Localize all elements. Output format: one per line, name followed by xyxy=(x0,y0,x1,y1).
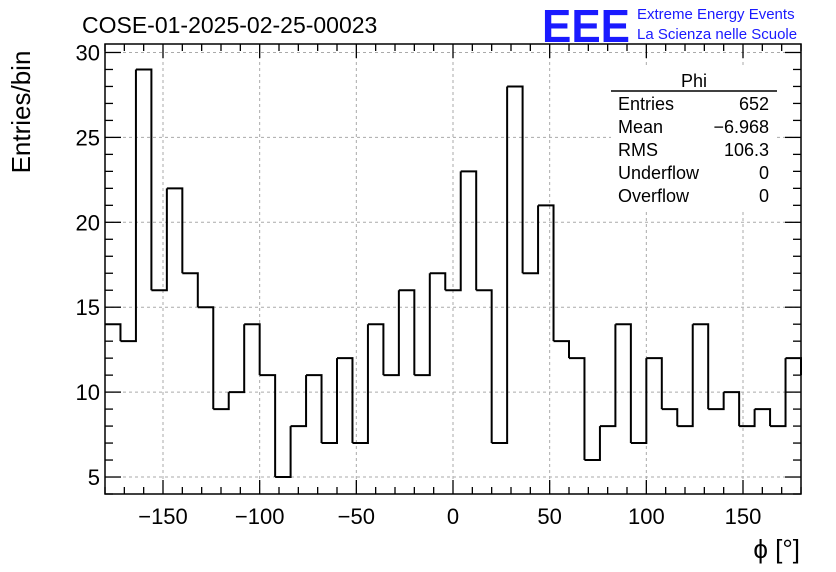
logo-line-2: La Scienza nelle Scuole xyxy=(637,26,797,43)
histogram-bin xyxy=(306,374,323,444)
histogram-bin xyxy=(197,306,215,410)
y-tick-label: 30 xyxy=(76,40,100,65)
stats-label-underflow: Underflow xyxy=(618,163,700,183)
histogram-bin xyxy=(166,187,184,274)
histogram-bin xyxy=(754,408,772,427)
histogram-bin xyxy=(290,375,308,428)
histogram-bin xyxy=(569,357,586,461)
y-tick-label: 5 xyxy=(88,465,100,490)
histogram-bin xyxy=(151,188,168,292)
histogram-bin xyxy=(770,358,787,428)
histogram-bin xyxy=(646,357,663,410)
histogram-bin xyxy=(615,323,632,444)
stats-title: Phi xyxy=(681,71,707,91)
histogram-bin xyxy=(414,273,431,377)
histogram-bars xyxy=(105,68,802,479)
histogram-bin xyxy=(321,358,338,445)
histogram-bin xyxy=(367,323,385,376)
histogram-bin xyxy=(259,374,277,478)
stats-value-rms: 106.3 xyxy=(724,140,769,160)
x-tick-label: 0 xyxy=(447,504,459,529)
x-axis-label: ϕ [°] xyxy=(753,534,800,564)
histogram-bin xyxy=(553,340,570,359)
stats-value-entries: 652 xyxy=(739,94,769,114)
histogram-bin xyxy=(275,426,292,479)
histogram-bin xyxy=(429,272,447,291)
stats-label-mean: Mean xyxy=(618,117,663,137)
histogram-bin xyxy=(337,357,354,444)
logo-mark: EEE xyxy=(542,0,630,52)
histogram-bin xyxy=(135,68,153,291)
tick-labels: −150 −100 −50 0 50 100 150 5 10 15 20 25 30 xyxy=(76,40,762,529)
y-tick-label: 20 xyxy=(76,210,100,235)
axis-ticks xyxy=(104,44,802,495)
histogram-bin xyxy=(785,357,802,376)
stats-label-entries: Entries xyxy=(618,94,674,114)
histogram-bin xyxy=(228,324,246,394)
x-tick-label: −150 xyxy=(138,504,188,529)
stats-label-rms: RMS xyxy=(618,140,658,160)
chart-title: COSE-01-2025-02-25-00023 xyxy=(82,12,377,38)
y-tick-label: 15 xyxy=(76,295,100,320)
eee-logo: EEE Extreme Energy Events La Scienza nel… xyxy=(542,0,797,52)
histogram-bin xyxy=(491,86,509,445)
histogram-bin xyxy=(739,409,756,428)
histogram-bin xyxy=(398,289,416,376)
histogram-bin xyxy=(723,391,741,427)
stats-value-underflow: 0 xyxy=(759,163,769,183)
histogram-bin xyxy=(383,290,400,377)
histogram-bin xyxy=(708,392,725,411)
y-tick-label: 25 xyxy=(76,125,100,150)
stats-box: Phi Entries 652 Mean −6.968 RMS 106.3 Un… xyxy=(611,66,777,210)
stats-box-background xyxy=(611,66,777,210)
histogram-bin xyxy=(120,69,137,343)
stats-value-overflow: 0 xyxy=(759,186,769,206)
histogram-bin xyxy=(105,323,122,342)
x-tick-label: 100 xyxy=(628,504,665,529)
histogram-bin xyxy=(213,392,230,411)
histogram-bin xyxy=(244,323,261,376)
histogram-bin xyxy=(661,408,679,427)
stats-value-mean: −6.968 xyxy=(713,117,769,137)
logo-line-1: Extreme Energy Events xyxy=(637,6,795,23)
histogram-bin xyxy=(460,170,478,291)
histogram-bin xyxy=(692,323,710,410)
histogram-bin xyxy=(677,324,694,428)
histogram-bin xyxy=(476,289,493,444)
histogram-bin xyxy=(445,171,462,292)
x-tick-label: 150 xyxy=(725,504,762,529)
y-tick-label: 10 xyxy=(76,380,100,405)
x-tick-label: −50 xyxy=(338,504,375,529)
histogram-bin xyxy=(630,358,648,445)
histogram-bin xyxy=(507,85,524,274)
histogram-bin xyxy=(538,204,555,342)
x-tick-label: 50 xyxy=(537,504,561,529)
histogram-bin xyxy=(352,324,369,445)
histogram-bin xyxy=(522,205,540,275)
y-axis-label: Entries/bin xyxy=(6,51,36,174)
stats-label-overflow: Overflow xyxy=(618,186,690,206)
histogram-bin xyxy=(182,272,199,308)
histogram-bin xyxy=(584,426,601,462)
x-tick-label: −100 xyxy=(235,504,285,529)
histogram-bin xyxy=(599,324,617,428)
